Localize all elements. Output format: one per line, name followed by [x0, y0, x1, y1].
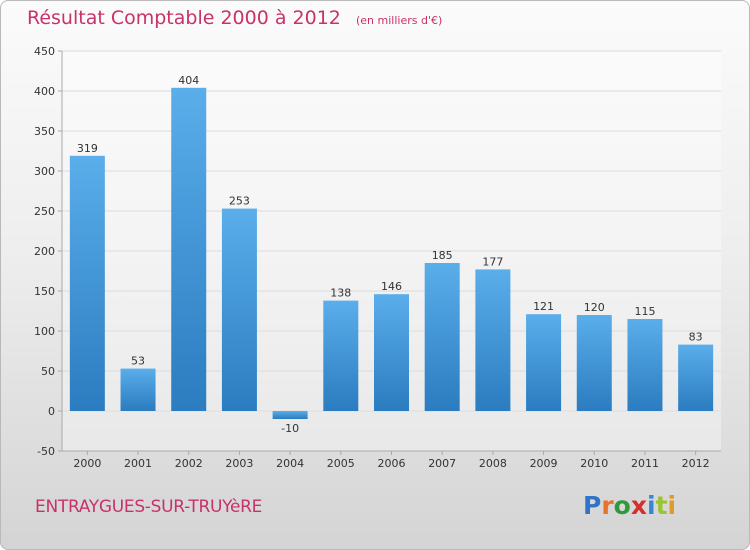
- bar: [374, 294, 409, 411]
- data-label: 319: [77, 142, 98, 155]
- data-label: 146: [381, 280, 402, 293]
- x-tick-label: 2005: [327, 457, 355, 470]
- data-label: -10: [281, 422, 299, 435]
- bar: [120, 368, 156, 411]
- bar: [69, 155, 105, 411]
- x-tick-label: 2003: [225, 457, 253, 470]
- x-tick-label: 2000: [73, 457, 101, 470]
- y-tick-label: 0: [48, 405, 55, 418]
- y-tick-label: 100: [34, 325, 55, 338]
- logo-letter: i: [667, 491, 677, 520]
- data-label: 83: [689, 331, 703, 344]
- bar: [475, 269, 511, 411]
- chart-header: Résultat Comptable 2000 à 2012 (en milli…: [27, 7, 442, 29]
- y-tick-label: 300: [34, 165, 55, 178]
- data-label: 115: [634, 305, 655, 318]
- data-label: 185: [432, 249, 453, 262]
- bar: [272, 411, 308, 419]
- logo-letter: r: [601, 491, 614, 520]
- y-tick-label: 150: [34, 285, 55, 298]
- y-tick-label: 400: [34, 85, 55, 98]
- x-tick-label: 2009: [530, 457, 558, 470]
- x-tick-label: 2006: [378, 457, 406, 470]
- x-tick-label: 2001: [124, 457, 152, 470]
- bar: [576, 315, 612, 411]
- chart-title: Résultat Comptable 2000 à 2012: [27, 7, 341, 29]
- bar: [678, 344, 714, 411]
- x-tick-label: 2002: [175, 457, 203, 470]
- data-label: 120: [584, 301, 605, 314]
- x-tick-label: 2012: [682, 457, 710, 470]
- bar: [323, 300, 359, 411]
- x-tick-label: 2011: [631, 457, 659, 470]
- proxiti-logo: Proxiti: [583, 491, 676, 520]
- x-tick-label: 2004: [276, 457, 304, 470]
- data-label: 177: [482, 255, 503, 268]
- x-tick-label: 2008: [479, 457, 507, 470]
- town-name: ENTRAYGUES-SUR-TRUYèRE: [35, 497, 263, 517]
- y-tick-label: 250: [34, 205, 55, 218]
- logo-letter: x: [630, 491, 647, 520]
- data-label: 253: [229, 195, 250, 208]
- data-label: 138: [330, 287, 351, 300]
- logo-letter: o: [613, 491, 631, 520]
- logo-letter: t: [655, 491, 668, 520]
- bar: [424, 263, 460, 411]
- chart-subtitle: (en milliers d'€): [355, 14, 443, 27]
- logo-letter: i: [647, 491, 656, 520]
- logo-letter: P: [583, 491, 602, 520]
- x-tick-label: 2007: [428, 457, 456, 470]
- data-label: 53: [131, 355, 145, 368]
- y-tick-label: -50: [37, 445, 55, 458]
- bar: [526, 314, 562, 411]
- bar: [221, 208, 257, 411]
- y-tick-label: 450: [34, 45, 55, 58]
- bar: [171, 87, 207, 412]
- y-tick-label: 350: [34, 125, 55, 138]
- y-tick-label: 50: [41, 365, 55, 378]
- data-label: 121: [533, 300, 554, 313]
- bar: [627, 319, 663, 411]
- y-tick-label: 200: [34, 245, 55, 258]
- data-label: 404: [178, 74, 199, 87]
- x-tick-label: 2010: [580, 457, 608, 470]
